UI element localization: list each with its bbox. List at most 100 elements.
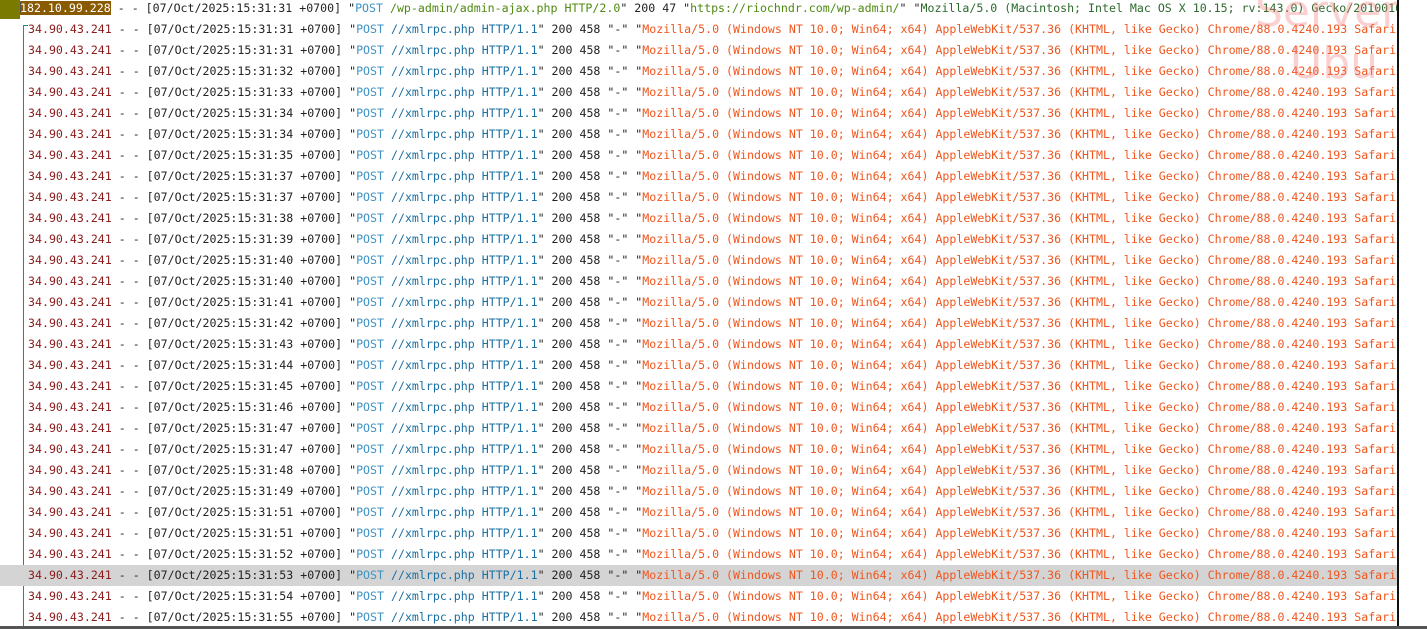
log-line[interactable]: 34.90.43.241 - - [07/Oct/2025:15:31:38 +… <box>28 208 1397 229</box>
log-ip: 34.90.43.241 <box>28 505 112 519</box>
log-line[interactable]: 34.90.43.241 - - [07/Oct/2025:15:31:49 +… <box>28 481 1397 502</box>
log-date: - - [07/Oct/2025:15:31:39 +0700] " <box>111 232 357 246</box>
log-user-agent: Mozilla/5.0 (Windows NT 10.0; Win64; x64… <box>642 64 1397 78</box>
log-line[interactable]: 34.90.43.241 - - [07/Oct/2025:15:31:54 +… <box>28 586 1397 607</box>
log-line[interactable]: 34.90.43.241 - - [07/Oct/2025:15:31:45 +… <box>28 376 1397 397</box>
log-date: - - [07/Oct/2025:15:31:31 +0700] " <box>111 43 357 57</box>
log-ip: 34.90.43.241 <box>28 568 112 582</box>
log-status: " 200 458 "-" " <box>537 337 643 351</box>
log-path: //xmlrpc.php <box>390 442 475 456</box>
tree-corner <box>20 2 21 12</box>
log-proto: HTTP/1.1 <box>474 169 538 183</box>
log-status: " 200 458 "-" " <box>537 421 643 435</box>
log-line[interactable]: 34.90.43.241 - - [07/Oct/2025:15:31:37 +… <box>28 187 1397 208</box>
log-user-agent: Mozilla/5.0 (Windows NT 10.0; Win64; x64… <box>642 442 1397 456</box>
log-sep <box>384 547 391 561</box>
log-ip: 34.90.43.241 <box>28 316 112 330</box>
log-user-agent: Mozilla/5.0 (Windows NT 10.0; Win64; x64… <box>642 232 1397 246</box>
log-status: " 200 458 "-" " <box>537 232 643 246</box>
log-path: //xmlrpc.php <box>390 337 475 351</box>
log-path: //xmlrpc.php <box>390 127 475 141</box>
log-status: " 200 458 "-" " <box>537 148 643 162</box>
tree-branch <box>23 25 28 26</box>
log-proto: HTTP/1.1 <box>474 484 538 498</box>
log-line[interactable]: 34.90.43.241 - - [07/Oct/2025:15:31:44 +… <box>28 355 1397 376</box>
log-path: //xmlrpc.php <box>390 358 475 372</box>
log-sep <box>384 463 391 477</box>
log-line[interactable]: 34.90.43.241 - - [07/Oct/2025:15:31:40 +… <box>28 271 1397 292</box>
log-user-agent: Mozilla/5.0 (Windows NT 10.0; Win64; x64… <box>642 547 1397 561</box>
log-ip: 34.90.43.241 <box>28 253 112 267</box>
log-date: - - [07/Oct/2025:15:31:55 +0700] " <box>111 610 357 624</box>
log-sep <box>384 190 391 204</box>
log-line[interactable]: 34.90.43.241 - - [07/Oct/2025:15:31:51 +… <box>28 523 1397 544</box>
log-ip: 34.90.43.241 <box>28 589 112 603</box>
log-sep <box>384 610 391 624</box>
log-line[interactable]: 34.90.43.241 - - [07/Oct/2025:15:31:37 +… <box>28 166 1397 187</box>
log-line[interactable]: 34.90.43.241 - - [07/Oct/2025:15:31:32 +… <box>28 61 1397 82</box>
log-ip: 34.90.43.241 <box>28 169 112 183</box>
watermark-line1: Server P <box>1255 0 1397 37</box>
log-line[interactable]: 34.90.43.241 - - [07/Oct/2025:15:31:41 +… <box>28 292 1397 313</box>
log-line[interactable]: 34.90.43.241 - - [07/Oct/2025:15:31:34 +… <box>28 124 1397 145</box>
log-status: " 200 458 "-" " <box>537 211 643 225</box>
log-path: //xmlrpc.php <box>390 106 475 120</box>
log-path: //xmlrpc.php <box>390 379 475 393</box>
log-line[interactable]: 34.90.43.241 - - [07/Oct/2025:15:31:33 +… <box>28 82 1397 103</box>
log-proto: HTTP/1.1 <box>474 547 538 561</box>
log-line[interactable]: 34.90.43.241 - - [07/Oct/2025:15:31:55 +… <box>28 607 1397 628</box>
log-status: " 200 458 "-" " <box>537 43 643 57</box>
gutter-marker <box>0 0 20 19</box>
log-line[interactable]: 34.90.43.241 - - [07/Oct/2025:15:31:40 +… <box>28 250 1397 271</box>
log-sep <box>384 127 391 141</box>
log-line[interactable]: 34.90.43.241 - - [07/Oct/2025:15:31:46 +… <box>28 397 1397 418</box>
log-line[interactable]: 34.90.43.241 - - [07/Oct/2025:15:31:39 +… <box>28 229 1397 250</box>
log-ip: 34.90.43.241 <box>28 463 112 477</box>
log-user-agent: Mozilla/5.0 (Windows NT 10.0; Win64; x64… <box>642 316 1397 330</box>
log-line[interactable]: 34.90.43.241 - - [07/Oct/2025:15:31:52 +… <box>28 544 1397 565</box>
log-path: //xmlrpc.php <box>390 64 475 78</box>
log-proto: HTTP/1.1 <box>474 526 538 540</box>
log-line[interactable]: 34.90.43.241 - - [07/Oct/2025:15:31:42 +… <box>28 313 1397 334</box>
log-user-agent: Mozilla/5.0 (Windows NT 10.0; Win64; x64… <box>642 169 1397 183</box>
log-line[interactable]: 34.90.43.241 - - [07/Oct/2025:15:31:35 +… <box>28 145 1397 166</box>
log-user-agent: Mozilla/5.0 (Windows NT 10.0; Win64; x64… <box>642 106 1397 120</box>
tree-line <box>23 25 24 629</box>
log-sep <box>384 526 391 540</box>
log-proto: HTTP/2.0 <box>557 1 621 15</box>
log-line[interactable]: 34.90.43.241 - - [07/Oct/2025:15:31:47 +… <box>28 418 1397 439</box>
log-proto: HTTP/1.1 <box>474 379 538 393</box>
log-user-agent: Mozilla/5.0 (Windows NT 10.0; Win64; x64… <box>642 463 1397 477</box>
log-proto: HTTP/1.1 <box>474 22 538 36</box>
log-ip: 34.90.43.241 <box>28 43 112 57</box>
log-line[interactable]: 34.90.43.241 - - [07/Oct/2025:15:31:31 +… <box>28 40 1397 61</box>
log-line[interactable]: 34.90.43.241 - - [07/Oct/2025:15:31:43 +… <box>28 334 1397 355</box>
log-proto: HTTP/1.1 <box>474 358 538 372</box>
log-line-first: 182.10.99.228 - - [07/Oct/2025:15:31:31 … <box>0 0 1397 19</box>
log-proto: HTTP/1.1 <box>474 190 538 204</box>
log-method: POST <box>356 505 384 519</box>
log-line[interactable]: 34.90.43.241 - - [07/Oct/2025:15:31:34 +… <box>28 103 1397 124</box>
log-line[interactable]: 34.90.43.241 - - [07/Oct/2025:15:31:47 +… <box>28 439 1397 460</box>
log-date: - - [07/Oct/2025:15:31:37 +0700] " <box>111 190 357 204</box>
log-sep <box>384 589 391 603</box>
log-method: POST <box>356 547 384 561</box>
log-user-agent: Mozilla/5.0 (Windows NT 10.0; Win64; x64… <box>642 253 1397 267</box>
log-ip: 34.90.43.241 <box>28 484 112 498</box>
log-path: //xmlrpc.php <box>390 400 475 414</box>
watermark-line2: Ubu <box>1290 38 1379 89</box>
log-user-agent: Mozilla/5.0 (Windows NT 10.0; Win64; x64… <box>642 85 1397 99</box>
log-sep <box>384 148 391 162</box>
log-ip: 34.90.43.241 <box>28 526 112 540</box>
log-ip: 34.90.43.241 <box>28 127 112 141</box>
log-line[interactable]: 34.90.43.241 - - [07/Oct/2025:15:31:31 +… <box>28 19 1397 40</box>
log-path: //xmlrpc.php <box>390 610 475 624</box>
log-date: - - [07/Oct/2025:15:31:51 +0700] " <box>111 505 357 519</box>
log-user-agent: Mozilla/5.0 (Windows NT 10.0; Win64; x64… <box>642 43 1397 57</box>
log-ip: 34.90.43.241 <box>28 232 112 246</box>
log-line[interactable]: 34.90.43.241 - - [07/Oct/2025:15:31:51 +… <box>28 502 1397 523</box>
terminal-log-view[interactable]: 182.10.99.228 - - [07/Oct/2025:15:31:31 … <box>0 0 1397 629</box>
log-line[interactable]: 34.90.43.241 - - [07/Oct/2025:15:31:48 +… <box>28 460 1397 481</box>
log-ip: 34.90.43.241 <box>28 400 112 414</box>
log-line[interactable]: 34.90.43.241 - - [07/Oct/2025:15:31:53 +… <box>0 565 1397 586</box>
